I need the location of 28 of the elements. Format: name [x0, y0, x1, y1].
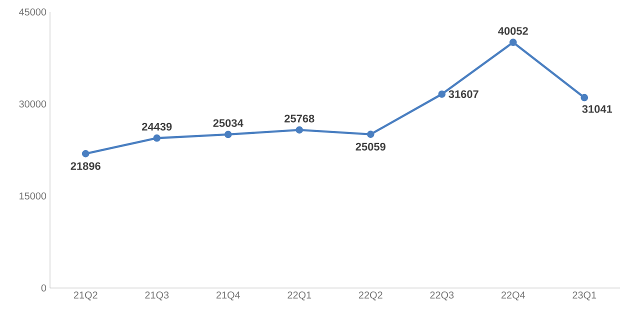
- data-label: 25059: [356, 142, 386, 151]
- x-tick-label: 22Q2: [358, 292, 382, 300]
- x-tick-label: 22Q4: [501, 292, 526, 300]
- x-tick-label: 21Q3: [145, 292, 169, 300]
- x-tick-label: 21Q2: [74, 292, 98, 300]
- data-label: 25768: [284, 114, 314, 122]
- point: [366, 130, 374, 138]
- x-tick-label: 22Q1: [288, 292, 312, 300]
- point: [296, 126, 304, 134]
- x-tick-label: 21Q4: [216, 292, 240, 300]
- data-label: 25034: [213, 119, 244, 127]
- data-label: 31041: [582, 105, 612, 113]
- y-tick-label: 0: [41, 284, 46, 292]
- point: [153, 134, 161, 142]
- y-tick-label: 15000: [20, 192, 46, 200]
- point: [438, 90, 446, 98]
- point: [224, 130, 232, 138]
- data-label: 40052: [498, 27, 528, 35]
- point: [82, 150, 90, 158]
- data-label: 21896: [70, 162, 100, 170]
- x-tick-label: 23Q1: [572, 292, 596, 300]
- x-tick-label: 22Q3: [430, 292, 454, 300]
- data-label: 31607: [448, 90, 478, 98]
- data-label: 24439: [142, 122, 172, 131]
- y-tick-label: 45000: [19, 8, 46, 16]
- point: [509, 38, 517, 46]
- point: [580, 94, 588, 102]
- y-tick-label: 30000: [19, 100, 46, 108]
